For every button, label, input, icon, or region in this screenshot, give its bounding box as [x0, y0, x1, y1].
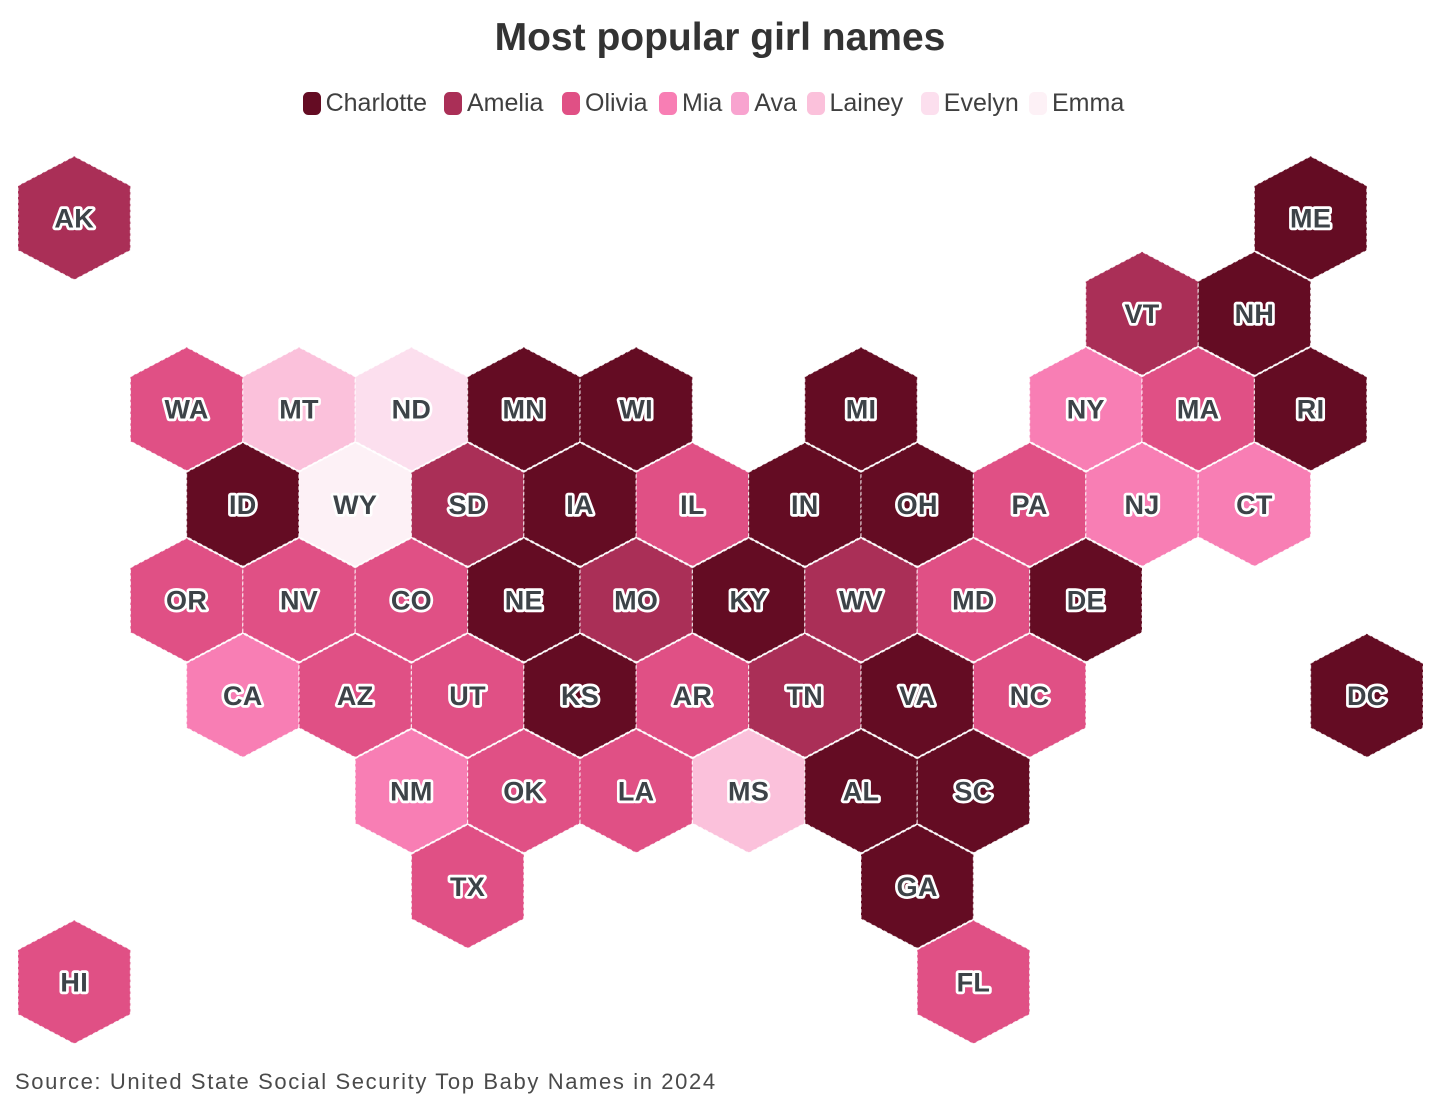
svg-text:CA: CA: [223, 681, 263, 711]
svg-text:NE: NE: [505, 586, 543, 616]
svg-text:NJ: NJ: [1124, 490, 1159, 520]
svg-text:ME: ME: [1290, 204, 1331, 234]
svg-text:NV: NV: [280, 586, 318, 616]
svg-text:TX: TX: [450, 872, 485, 902]
svg-text:ID: ID: [229, 490, 257, 520]
svg-text:IL: IL: [680, 490, 705, 520]
svg-text:CO: CO: [391, 586, 432, 616]
svg-text:SC: SC: [954, 777, 992, 807]
svg-text:NM: NM: [390, 777, 433, 807]
svg-text:NH: NH: [1235, 299, 1275, 329]
svg-text:LA: LA: [618, 777, 655, 807]
svg-text:MI: MI: [846, 395, 877, 425]
svg-text:MS: MS: [728, 777, 769, 807]
svg-text:ND: ND: [392, 395, 432, 425]
svg-text:SD: SD: [449, 490, 487, 520]
svg-text:TN: TN: [787, 681, 824, 711]
svg-text:HI: HI: [60, 968, 88, 998]
svg-text:IN: IN: [791, 490, 819, 520]
svg-text:VA: VA: [899, 681, 935, 711]
svg-text:NY: NY: [1067, 395, 1105, 425]
svg-text:KS: KS: [561, 681, 599, 711]
svg-text:GA: GA: [897, 872, 938, 902]
svg-text:UT: UT: [449, 681, 486, 711]
svg-text:DE: DE: [1067, 586, 1105, 616]
svg-text:MN: MN: [503, 395, 546, 425]
svg-text:VT: VT: [1124, 299, 1159, 329]
svg-text:MO: MO: [614, 586, 658, 616]
svg-text:AL: AL: [843, 777, 880, 807]
svg-text:WY: WY: [333, 490, 377, 520]
svg-text:PA: PA: [1012, 490, 1048, 520]
svg-text:OK: OK: [503, 777, 544, 807]
svg-text:MT: MT: [279, 395, 319, 425]
svg-text:FL: FL: [957, 968, 991, 998]
svg-text:WA: WA: [165, 395, 209, 425]
svg-text:WI: WI: [619, 395, 653, 425]
svg-text:AR: AR: [673, 681, 713, 711]
svg-text:RI: RI: [1297, 395, 1325, 425]
svg-text:MA: MA: [1177, 395, 1220, 425]
svg-text:IA: IA: [566, 490, 594, 520]
svg-text:DC: DC: [1347, 681, 1387, 711]
svg-text:KY: KY: [730, 586, 768, 616]
svg-text:OH: OH: [897, 490, 938, 520]
svg-text:WV: WV: [839, 586, 883, 616]
svg-text:NC: NC: [1010, 681, 1050, 711]
svg-text:AK: AK: [54, 204, 94, 234]
svg-text:AZ: AZ: [337, 681, 374, 711]
svg-text:OR: OR: [166, 586, 207, 616]
svg-text:CT: CT: [1236, 490, 1273, 520]
svg-text:MD: MD: [952, 586, 995, 616]
